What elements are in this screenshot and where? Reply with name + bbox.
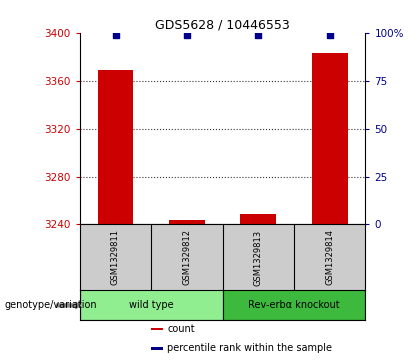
Bar xyxy=(98,70,134,224)
Text: GSM1329814: GSM1329814 xyxy=(325,229,334,285)
Text: Rev-erbα knockout: Rev-erbα knockout xyxy=(248,301,340,310)
Text: count: count xyxy=(167,324,195,334)
Bar xyxy=(223,290,365,321)
Bar xyxy=(169,220,205,224)
Point xyxy=(255,32,262,37)
Text: wild type: wild type xyxy=(129,301,173,310)
Text: percentile rank within the sample: percentile rank within the sample xyxy=(167,343,332,354)
Bar xyxy=(240,214,276,224)
Bar xyxy=(151,328,163,330)
Bar xyxy=(151,347,163,350)
Point xyxy=(112,32,119,37)
Bar xyxy=(312,53,348,224)
Point xyxy=(326,32,333,37)
Text: genotype/variation: genotype/variation xyxy=(4,301,97,310)
Text: GSM1329812: GSM1329812 xyxy=(182,229,192,285)
Point xyxy=(184,32,190,37)
Text: GSM1329813: GSM1329813 xyxy=(254,229,263,286)
Bar xyxy=(80,290,223,321)
Title: GDS5628 / 10446553: GDS5628 / 10446553 xyxy=(155,19,290,32)
Text: GSM1329811: GSM1329811 xyxy=(111,229,120,285)
